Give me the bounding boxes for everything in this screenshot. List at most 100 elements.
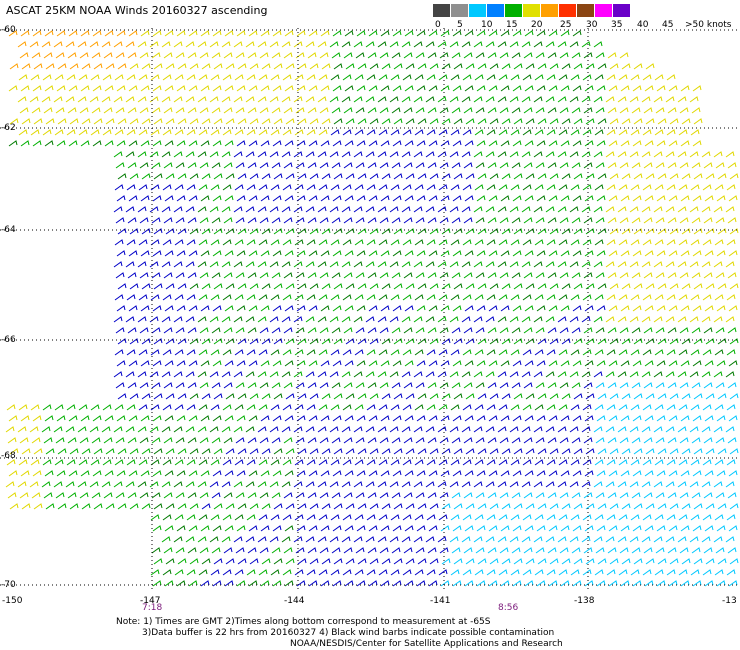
wind-barb [477,558,487,565]
wind-barb [522,74,532,81]
wind-barb [141,283,151,290]
wind-barb [128,360,138,367]
wind-barb [113,261,123,268]
wind-barb [439,547,449,554]
wind-barb [367,217,377,224]
wind-barb [631,107,641,114]
wind-barb [247,327,257,334]
wind-barb [331,382,341,389]
wind-barb [296,195,306,202]
wind-barb [189,228,199,235]
lat-label-70: -70 [1,580,16,590]
wind-barb [161,96,171,103]
wind-barb [572,250,582,257]
wind-barb [405,558,415,565]
wind-barb [665,206,675,213]
wind-barb [512,525,522,532]
wind-barb [437,316,447,323]
wind-barb [594,569,604,576]
wind-barb [377,481,387,488]
wind-barb [368,250,378,257]
wind-barb [150,184,160,191]
wind-barb [332,580,342,587]
wind-barb [392,415,402,422]
wind-barb [389,261,399,268]
wind-barb [570,239,580,246]
wind-barb [117,173,127,180]
wind-barb [365,261,375,268]
wind-barb [618,74,628,81]
wind-barb [656,360,666,367]
wind-barb [235,107,245,114]
wind-barb [306,129,316,136]
wind-barb [668,415,678,422]
wind-barb [545,536,555,543]
wind-barb [665,481,675,488]
wind-barb [259,107,269,114]
wind-barb [426,349,436,356]
wind-barb [561,448,571,455]
wind-barb [462,294,472,301]
wind-barb [633,503,643,510]
wind-barb [368,305,378,312]
wind-barb [476,140,486,147]
wind-barb [295,382,305,389]
wind-barb [703,217,713,224]
wind-barb [330,349,340,356]
wind-barb [690,569,700,576]
wind-barb [499,217,509,224]
wind-barb [533,426,543,433]
wind-barb [437,481,447,488]
wind-barb [438,294,448,301]
wind-barb [174,459,184,466]
wind-barb [464,30,474,37]
wind-barb [534,349,544,356]
wind-barb [139,327,149,334]
wind-barb [285,558,295,565]
wind-barb [548,140,558,147]
wind-barb [678,184,688,191]
wind-barb [463,492,473,499]
wind-barb [345,63,355,70]
wind-barb [330,129,340,136]
wind-barb [474,459,484,466]
wind-barb [546,74,556,81]
lon-label-138: -138 [574,596,595,606]
wind-barb [44,415,54,422]
wind-barb [236,140,246,147]
wind-barb [137,426,147,433]
wind-barb [641,316,651,323]
wind-barb [477,448,487,455]
wind-barb [175,217,185,224]
wind-barb [561,173,571,180]
wind-barb [452,525,462,532]
wind-barb [152,580,162,587]
wind-barb [331,107,341,114]
wind-barb [354,349,364,356]
wind-barb [270,129,280,136]
wind-barb [677,316,687,323]
wind-barb [91,492,101,499]
wind-barb [449,261,459,268]
wind-barb [249,283,259,290]
wind-barb [425,151,435,158]
wind-barb [389,151,399,158]
wind-barb [44,85,54,92]
wind-barb [197,536,207,543]
wind-barb [619,217,629,224]
wind-barb [618,569,628,576]
wind-barb [558,459,568,466]
wind-barb [237,503,247,510]
wind-barb [247,272,257,279]
wind-barb [690,349,700,356]
wind-barb [379,107,389,114]
wind-barb [548,250,558,257]
wind-barb [557,481,567,488]
wind-barb [452,305,462,312]
wind-barb [536,140,546,147]
wind-barb [369,118,379,125]
wind-barb [354,404,364,411]
wind-barb [177,393,187,400]
wind-barb [643,382,653,389]
wind-barb [211,547,221,554]
